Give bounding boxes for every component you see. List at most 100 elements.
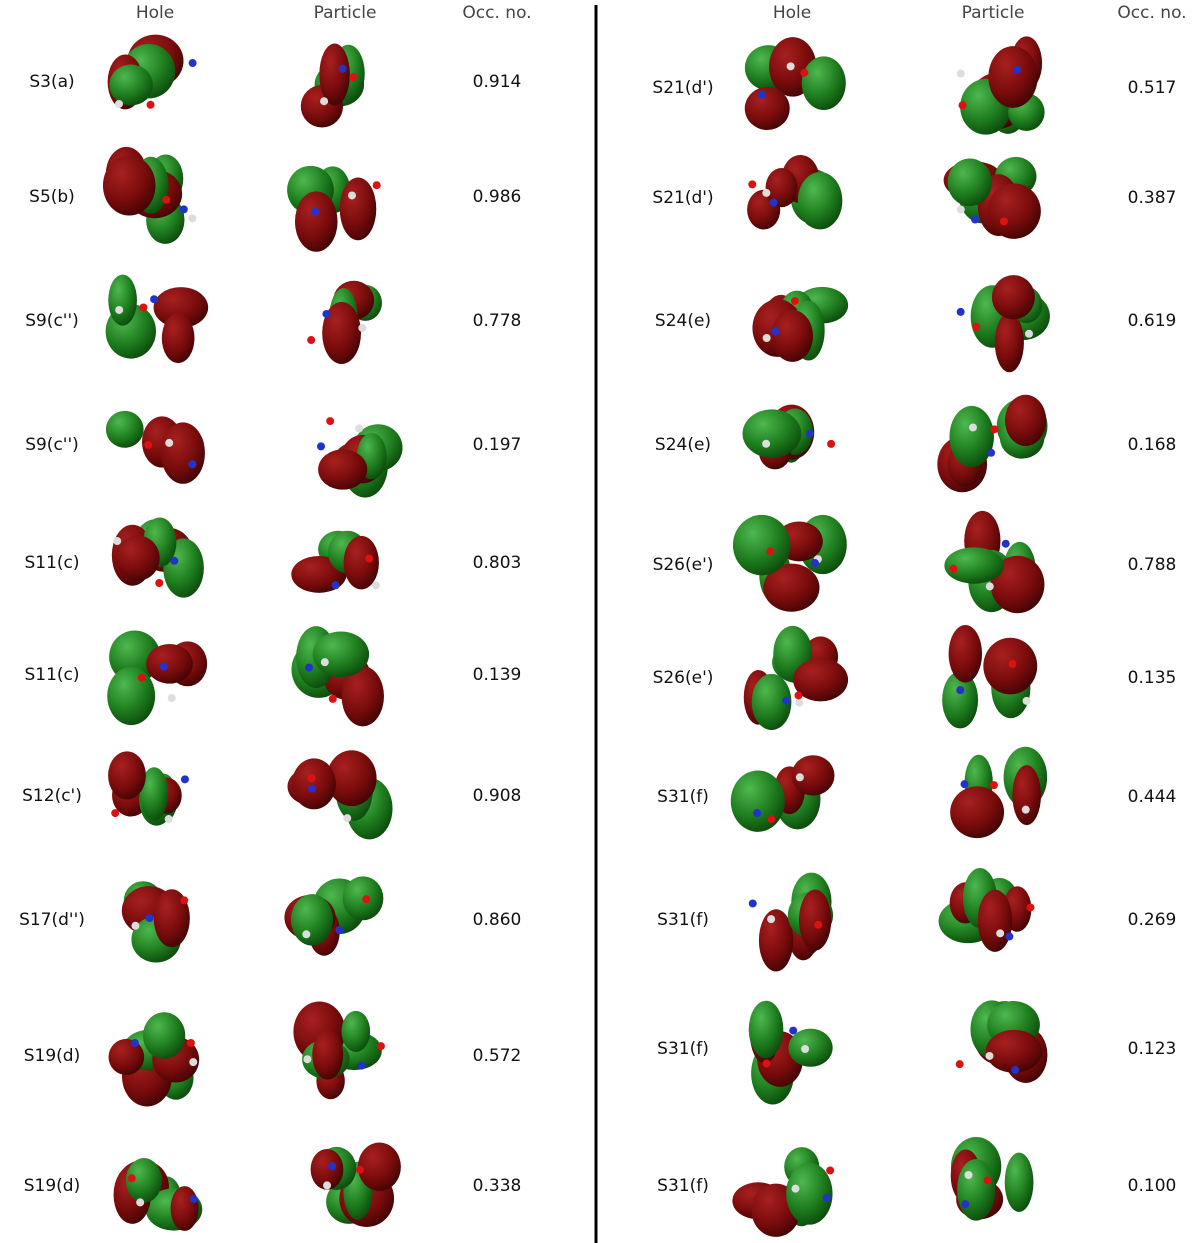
atom — [302, 930, 311, 939]
column-header: Hole — [136, 3, 174, 23]
state-label: S31(f) — [657, 1176, 709, 1196]
orbital-image — [287, 750, 393, 840]
atom — [1012, 65, 1021, 74]
atom — [328, 1162, 337, 1171]
orbital-image — [748, 1000, 833, 1105]
atom — [162, 195, 171, 204]
atom — [139, 303, 148, 312]
atom — [165, 438, 174, 447]
occupation-number: 0.986 — [473, 187, 522, 207]
atom — [767, 815, 776, 824]
atom — [164, 815, 173, 824]
occupation-number: 0.803 — [473, 553, 522, 573]
state-label: S9(c'') — [25, 435, 79, 455]
atom — [322, 309, 331, 318]
occupation-number: 0.788 — [1128, 555, 1177, 575]
orbital-lobe — [343, 535, 379, 590]
atom — [1025, 329, 1034, 338]
orbital-lobe — [797, 172, 843, 230]
orbital-image — [310, 1142, 401, 1227]
atom — [1026, 903, 1035, 912]
atom — [791, 1184, 800, 1193]
atom — [972, 322, 981, 331]
occupation-number: 0.387 — [1128, 188, 1177, 208]
atom — [320, 97, 329, 106]
atom — [320, 658, 329, 667]
state-label: S17(d'') — [19, 910, 85, 930]
occupation-number: 0.908 — [473, 786, 522, 806]
atom — [115, 305, 124, 314]
atom — [308, 784, 317, 793]
orbital-lobe — [170, 1186, 199, 1231]
atom — [985, 582, 994, 591]
orbital-lobe — [318, 449, 368, 490]
orbital-image — [752, 286, 849, 362]
orbital-image — [942, 625, 1038, 729]
state-label: S31(f) — [657, 787, 709, 807]
orbital-image — [291, 626, 384, 727]
atom — [358, 323, 367, 332]
orbital-image — [317, 417, 403, 498]
atom — [968, 423, 977, 432]
orbital-image — [937, 394, 1048, 493]
occupation-number: 0.778 — [473, 311, 522, 331]
orbital-lobe — [763, 563, 820, 612]
orbital-lobe — [765, 168, 798, 208]
orbital-image — [732, 514, 847, 612]
state-label: S31(f) — [657, 1039, 709, 1059]
occupation-number: 0.168 — [1128, 435, 1177, 455]
state-label: S21(d') — [652, 78, 713, 98]
atom — [137, 673, 146, 682]
column-header: Hole — [773, 3, 811, 23]
atom — [159, 662, 168, 671]
orbital-lobe — [109, 64, 153, 106]
orbital-image — [108, 751, 189, 826]
state-label: S31(f) — [657, 910, 709, 930]
atom — [357, 1061, 366, 1070]
orbital-lobe — [988, 46, 1038, 108]
orbital-lobe — [161, 313, 195, 364]
orbital-lobe — [326, 750, 377, 807]
orbital-lobe — [990, 555, 1045, 614]
atom — [956, 307, 965, 316]
column-header: Occ. no. — [1117, 3, 1186, 23]
orbital-lobe — [294, 191, 338, 252]
atom — [814, 920, 823, 929]
orbital-image — [113, 1158, 203, 1231]
atom — [186, 1039, 195, 1048]
atom — [767, 915, 776, 924]
atom — [757, 90, 766, 99]
orbital-image — [944, 510, 1045, 614]
atom — [179, 205, 188, 214]
state-label: S5(b) — [29, 187, 75, 207]
atom — [145, 914, 154, 923]
atom — [989, 781, 998, 790]
state-label: S11(c) — [24, 553, 79, 573]
atom — [990, 425, 999, 434]
orbital-image — [743, 625, 849, 731]
atom — [355, 1165, 364, 1174]
orbital-image — [307, 280, 382, 364]
atom — [372, 181, 381, 190]
atom — [748, 180, 757, 189]
occupation-number: 0.619 — [1128, 311, 1177, 331]
orbital-lobe — [994, 312, 1024, 373]
atom — [115, 99, 124, 108]
orbital-lobe — [292, 758, 336, 810]
occupation-number: 0.100 — [1128, 1176, 1177, 1196]
atom — [130, 1039, 139, 1048]
atom — [189, 1195, 198, 1204]
atom — [307, 774, 316, 783]
orbital-lobe — [160, 422, 205, 484]
occupation-number: 0.269 — [1128, 910, 1177, 930]
orbital-image — [111, 517, 204, 598]
occupation-number: 0.444 — [1128, 787, 1177, 807]
atom — [1008, 659, 1017, 668]
orbital-lobe — [108, 751, 146, 800]
atom — [113, 537, 122, 546]
orbital-image — [284, 876, 384, 956]
atom — [769, 198, 778, 207]
orbital-lobe — [312, 631, 370, 678]
orbital-lobe — [142, 1012, 186, 1059]
